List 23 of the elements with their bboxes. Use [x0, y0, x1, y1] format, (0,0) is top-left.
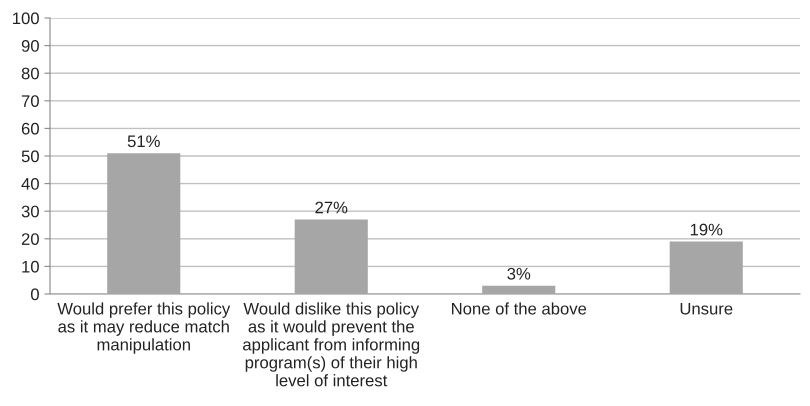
bar — [482, 286, 556, 294]
bar — [107, 153, 180, 294]
y-tick-label: 30 — [22, 206, 39, 218]
data-label: 51% — [128, 135, 160, 148]
y-tick-label: 50 — [22, 150, 39, 162]
y-tick-label: 80 — [22, 68, 39, 80]
y-tick-label: 70 — [22, 95, 39, 108]
data-label: 3% — [507, 268, 530, 280]
data-label: 19% — [690, 224, 722, 236]
x-tick-label: Unsure — [680, 302, 732, 315]
y-tick-label: 0 — [30, 288, 39, 300]
bar — [670, 242, 743, 294]
y-tick-label: 20 — [22, 233, 39, 246]
x-tick-label: Would prefer this policy as it may reduce match manipulation — [57, 302, 230, 354]
y-tick-label: 60 — [22, 122, 39, 135]
bar — [294, 219, 368, 294]
y-tick-label: 40 — [21, 178, 39, 190]
x-tick-label: None of the above — [452, 302, 586, 315]
x-tick-label: Would dislike this policy as it would prevent the applicant from informing program(s) of their high level of interest — [243, 302, 420, 386]
y-tick-label: 100 — [13, 12, 39, 24]
y-tick-label: 90 — [22, 40, 39, 52]
data-label: 27% — [315, 202, 348, 214]
y-tick-label: 10 — [22, 260, 39, 273]
